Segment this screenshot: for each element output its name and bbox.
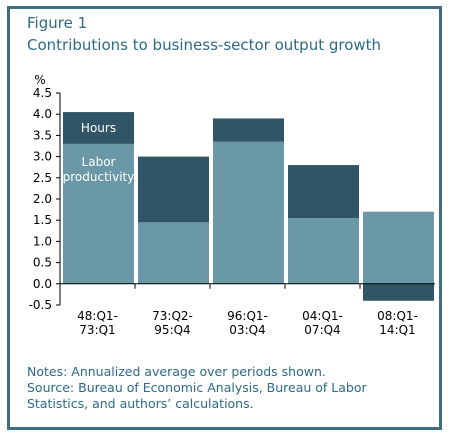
notes-line: Notes: Annualized average over periods s… xyxy=(27,364,326,379)
bar-labor-productivity xyxy=(288,218,359,284)
y-tick-label: 0.0 xyxy=(33,277,52,291)
labor-productivity-series-label: Labor xyxy=(82,155,116,169)
y-tick-label: 2.5 xyxy=(33,171,52,185)
source-line: Source: Bureau of Economic Analysis, Bur… xyxy=(27,380,367,395)
x-tick-label: 96:Q1- xyxy=(227,309,268,323)
y-tick-label: 1.5 xyxy=(33,213,52,227)
labor-productivity-series-label: productivity xyxy=(63,170,135,184)
figure-label: Figure 1 xyxy=(27,14,88,32)
x-tick-label: 07:Q4 xyxy=(304,323,340,337)
y-tick-label: 0.5 xyxy=(33,256,52,270)
bar-hours xyxy=(363,283,434,301)
bar-labor-productivity xyxy=(363,211,434,284)
y-tick-label: 2.0 xyxy=(33,192,52,206)
figure-frame xyxy=(7,6,442,430)
bar-hours xyxy=(138,156,209,223)
bar-labor-productivity xyxy=(213,141,284,284)
y-tick-label: 3.0 xyxy=(33,150,52,164)
notes-block: Notes: Annualized average over periods s… xyxy=(27,364,432,412)
x-tick-label: 08:Q1- xyxy=(377,309,418,323)
x-tick-label: 14:Q1 xyxy=(379,323,415,337)
bar-hours xyxy=(288,165,359,219)
x-tick-label: 03:Q4 xyxy=(229,323,265,337)
bar-hours xyxy=(213,118,284,142)
y-axis-label: % xyxy=(34,73,45,87)
chart-title: Contributions to business-sector output … xyxy=(27,36,382,54)
y-tick-label: 4.5 xyxy=(33,86,52,100)
bar-labor-productivity xyxy=(63,143,134,284)
x-tick-label: 95:Q4 xyxy=(154,323,190,337)
x-tick-label: 04:Q1- xyxy=(302,309,343,323)
x-tick-label: 48:Q1- xyxy=(77,309,118,323)
source-line-continued: Statistics, and authors’ calculations. xyxy=(27,396,254,411)
y-tick-label: 1.0 xyxy=(33,234,52,248)
y-tick-label: 4.0 xyxy=(33,107,52,121)
bar-labor-productivity xyxy=(138,222,209,284)
bar-hours xyxy=(63,112,134,144)
hours-series-label: Hours xyxy=(81,121,116,135)
y-tick-label: 3.5 xyxy=(33,128,52,142)
y-tick-label: -0.5 xyxy=(29,298,52,312)
x-tick-label: 73:Q1 xyxy=(79,323,115,337)
x-tick-label: 73:Q2- xyxy=(152,309,193,323)
